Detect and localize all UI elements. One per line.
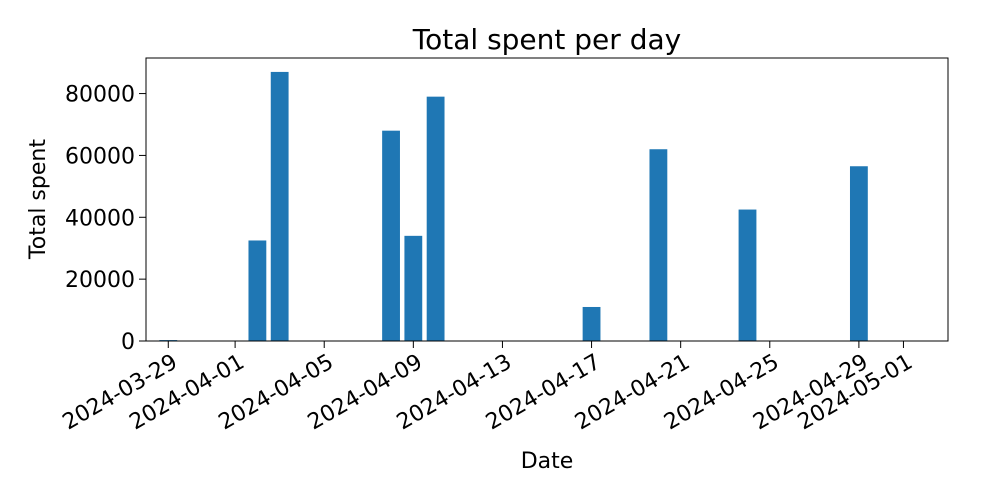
bar-2024-04-24	[738, 209, 757, 341]
bar-2024-04-20	[649, 149, 668, 341]
y-axis: 0 20000 40000 60000 80000	[65, 83, 146, 355]
y-tick-label: 60000	[65, 144, 135, 169]
chart-title: Total spent per day	[412, 23, 681, 56]
bar-2024-04-03	[270, 71, 289, 342]
bar-2024-04-08	[382, 130, 400, 341]
x-axis-label: Date	[521, 449, 574, 474]
x-axis: 2024-03-292024-04-012024-04-052024-04-09…	[59, 341, 917, 435]
y-tick-label: 80000	[65, 83, 135, 108]
y-tick-label: 40000	[65, 206, 135, 231]
bar-2024-04-09	[404, 235, 423, 341]
y-tick-label: 0	[121, 330, 135, 355]
y-axis-label: Total spent	[26, 139, 51, 260]
bar-2024-04-17	[582, 306, 601, 341]
y-tick-label: 20000	[65, 268, 135, 293]
bar-2024-04-29	[849, 166, 868, 341]
plot-frame	[145, 57, 949, 342]
bar-2024-04-02	[248, 240, 267, 341]
bar-2024-04-10	[426, 96, 445, 341]
bars-group	[159, 71, 868, 342]
